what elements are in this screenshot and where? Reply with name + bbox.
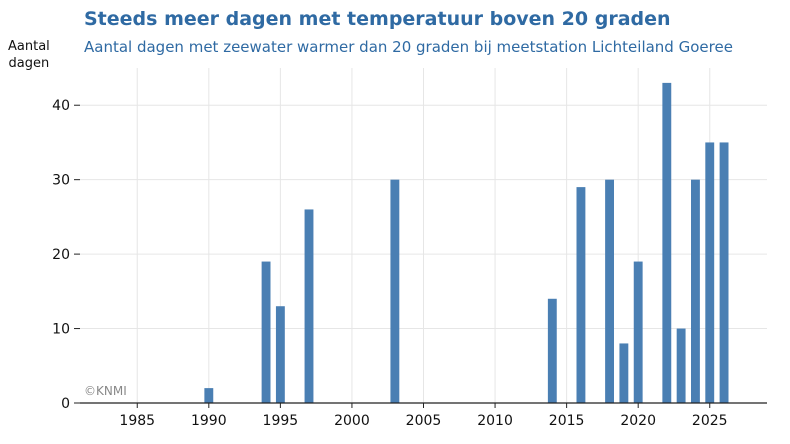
bar-2003: [390, 179, 400, 403]
bar-2018: [605, 179, 614, 403]
bar-2014: [547, 298, 557, 403]
chart-title: Steeds meer dagen met temperatuur boven …: [84, 8, 671, 30]
x-tick-label-2020: 2020: [620, 413, 656, 429]
bar-2022: [662, 82, 672, 403]
bar-1990: [204, 388, 214, 403]
bar-1994: [261, 261, 271, 403]
y-tick-label-0: 0: [61, 396, 70, 412]
y-axis-label: Aantal dagen: [8, 38, 50, 72]
y-tick-label-10: 10: [52, 322, 70, 338]
bar-2020: [633, 261, 643, 403]
bar-2026: [719, 142, 729, 403]
y-axis-label-line-2: dagen: [8, 56, 50, 71]
x-tick-label-2005: 2005: [406, 413, 442, 429]
y-tick-label-40: 40: [52, 98, 70, 114]
x-tick-label-2010: 2010: [477, 413, 513, 429]
y-axis-label-line-1: Aantal: [8, 39, 50, 54]
axes: 1985 1990 1995 2000 2005 2010 2015 2020 2025 0 10 2…: [52, 98, 767, 429]
bar-2025: [705, 142, 715, 403]
bar-1997: [304, 209, 314, 403]
bar-1995: [275, 306, 285, 403]
credit-label: ©KNMI: [84, 384, 127, 398]
x-tick-label-1995: 1995: [263, 413, 299, 429]
x-tick-label-1990: 1990: [191, 413, 227, 429]
bar-2024: [691, 179, 700, 403]
chart-subtitle: Aantal dagen met zeewater warmer dan 20 …: [84, 38, 733, 56]
grid-lines: [80, 68, 767, 403]
bar-2019: [619, 343, 629, 403]
x-tick-label-2000: 2000: [334, 413, 370, 429]
y-tick-label-20: 20: [52, 247, 70, 263]
x-tick-label-2015: 2015: [549, 413, 585, 429]
bars: [204, 82, 729, 403]
bar-2016: [576, 187, 586, 403]
y-tick-label-30: 30: [52, 173, 70, 189]
x-tick-label-1985: 1985: [119, 413, 155, 429]
bar-2023: [676, 328, 686, 403]
x-tick-label-2025: 2025: [692, 413, 728, 429]
